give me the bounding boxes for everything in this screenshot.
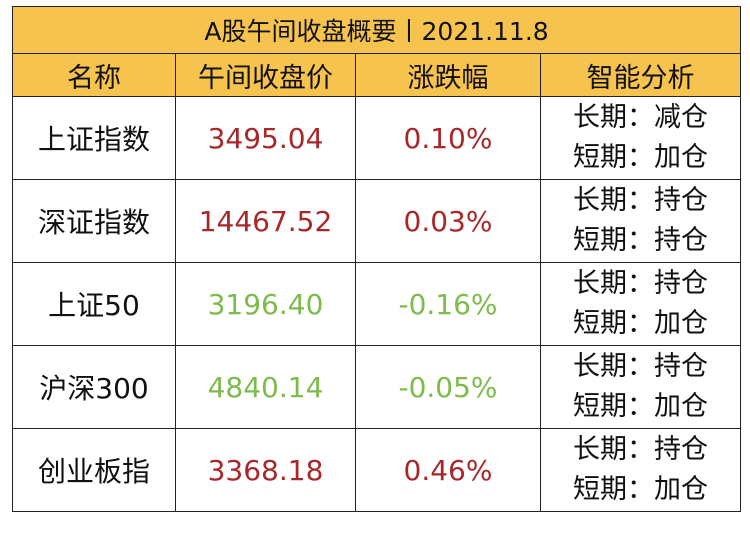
analysis-line: 短期：加仓 xyxy=(573,308,709,339)
analysis: 长期：持仓短期：加仓 xyxy=(539,345,742,429)
analysis-line: 长期：减仓 xyxy=(573,102,709,133)
analysis-line: 短期：加仓 xyxy=(573,474,709,505)
header-row: 名称 午间收盘价 涨跌幅 智能分析 xyxy=(12,53,742,97)
analysis: 长期：持仓短期：加仓 xyxy=(539,262,742,346)
data-row: 上证50 3196.40 -0.16% 长期：持仓 短期：加仓 xyxy=(12,262,742,346)
data-row: 沪深300 4840.14 -0.05% 长期：持仓 短期：加仓 xyxy=(12,345,742,429)
analysis: 长期：持仓短期：持仓 xyxy=(539,179,742,263)
change: 0.10% xyxy=(355,96,541,180)
column-header: 名称 xyxy=(12,53,176,97)
change: 0.46% xyxy=(355,428,541,512)
price: 4840.14 xyxy=(175,345,356,429)
table-title: A股午间收盘概要丨2021.11.8 xyxy=(11,6,742,54)
column-header: 午间收盘价 xyxy=(175,53,356,97)
analysis-line: 长期：持仓 xyxy=(573,434,709,465)
index-name: 上证50 xyxy=(12,262,176,346)
change: -0.05% xyxy=(355,345,541,429)
analysis-line: 短期：加仓 xyxy=(573,391,709,422)
price: 3368.18 xyxy=(175,428,356,512)
data-row: 上证指数 3495.04 0.10% 长期：减仓 短期：加仓 xyxy=(12,96,742,180)
summary-table: A股午间收盘概要丨2021.11.8 名称 午间收盘价 涨跌幅 智能分析 上证指数 349… xyxy=(11,6,742,512)
index-name: 创业板指 xyxy=(12,428,176,512)
index-name: 沪深300 xyxy=(12,345,176,429)
price: 3196.40 xyxy=(175,262,356,346)
data-row: 创业板指 3368.18 0.46% 长期：持仓 短期：加仓 xyxy=(12,428,742,512)
column-header: 智能分析 xyxy=(539,53,742,97)
price: 14467.52 xyxy=(175,179,356,263)
column-header: 涨跌幅 xyxy=(355,53,541,97)
change: 0.03% xyxy=(355,179,541,263)
analysis: 长期：减仓短期：加仓 xyxy=(539,96,742,180)
change: -0.16% xyxy=(355,262,541,346)
analysis-line: 长期：持仓 xyxy=(573,268,709,299)
index-name: 上证指数 xyxy=(12,96,176,180)
analysis-line: 短期：持仓 xyxy=(573,225,709,256)
index-name: 深证指数 xyxy=(12,179,176,263)
data-row: 深证指数 14467.52 0.03% 长期：持仓 短期：持仓 xyxy=(12,179,742,263)
title-row: A股午间收盘概要丨2021.11.8 xyxy=(11,6,742,54)
analysis-line: 长期：持仓 xyxy=(573,351,709,382)
analysis: 长期：持仓短期：加仓 xyxy=(539,428,742,512)
price: 3495.04 xyxy=(175,96,356,180)
analysis-line: 短期：加仓 xyxy=(573,142,709,173)
analysis-line: 长期：持仓 xyxy=(573,185,709,216)
